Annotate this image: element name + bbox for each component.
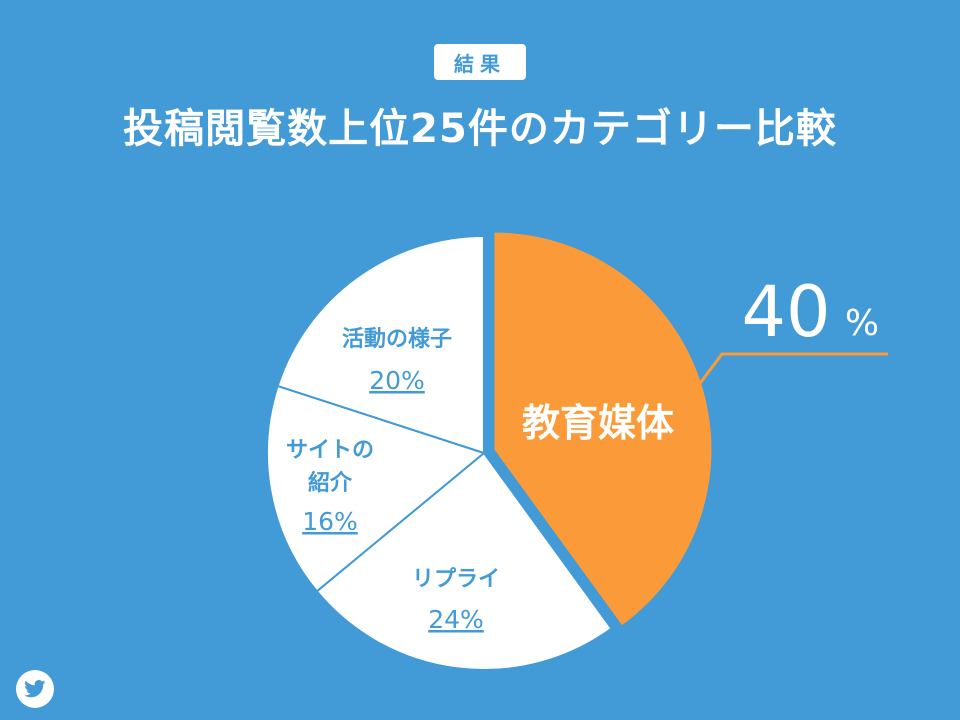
twitter-bird-icon xyxy=(24,680,46,698)
pie-slice-2 xyxy=(315,451,613,671)
twitter-icon[interactable] xyxy=(16,670,54,708)
pie-slice-1 xyxy=(494,232,712,626)
slice-label-reply-percent: 24% xyxy=(428,605,484,634)
slice-label-activity-percent: 20% xyxy=(369,366,425,395)
callout-unit: % xyxy=(845,303,879,344)
pie-slice-3 xyxy=(266,384,487,593)
slice-label-reply: リプライ xyxy=(412,567,500,592)
callout-line xyxy=(696,352,888,387)
slice-label-activity: 活動の様子 xyxy=(342,326,452,352)
slice-label-education: 教育媒体 xyxy=(522,401,674,445)
slice-label-site-percent: 16% xyxy=(302,507,358,536)
result-badge: 結果 xyxy=(434,44,526,80)
slice-label-site-line2: 紹介 xyxy=(308,470,353,496)
callout-value: 40 xyxy=(741,271,830,353)
slice-label-site-line1: サイトの xyxy=(286,438,374,463)
pie-slice-4 xyxy=(276,234,485,455)
page-title: 投稿閲覧数上位25件のカテゴリー比較 xyxy=(123,106,837,152)
